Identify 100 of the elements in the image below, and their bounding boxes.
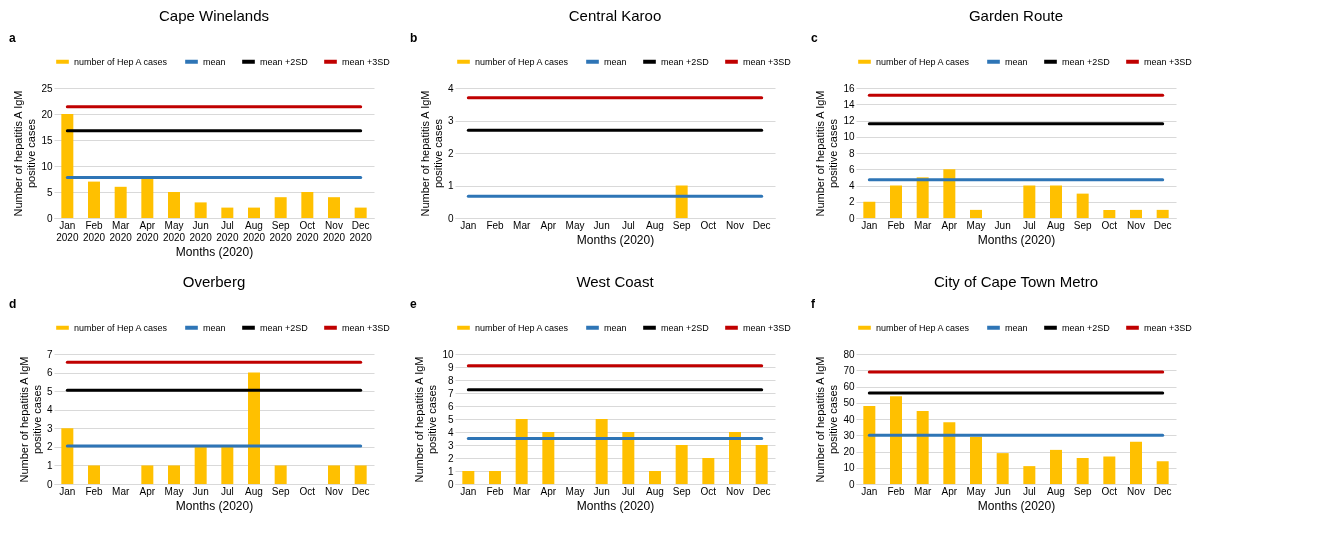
bar [1156,209,1169,218]
bar [1076,193,1089,218]
x-tick-label: May 2020 [162,219,186,243]
x-tick-label: Jun [192,485,209,497]
x-axis-title: Months (2020) [175,498,254,513]
bar [702,458,715,484]
x-tick-label: May [966,485,986,497]
y-tick-label: 1 [447,180,454,191]
legend-label: number of Hep A cases [475,322,569,333]
bar [248,207,260,218]
bar [1130,441,1142,484]
x-tick-label: Feb [887,485,906,497]
x-tick-label: Jan 2020 [56,219,79,243]
bar [729,432,741,484]
legend-label: mean [1005,322,1028,333]
bar [88,465,100,484]
legend-label: number of Hep A cases [876,56,970,67]
y-tick-label: 2 [848,196,855,208]
x-tick-label: Jul [621,485,635,497]
y-tick-label: 0 [46,478,53,490]
x-tick-label: Jun [593,485,610,497]
x-tick-label: Jun [593,219,610,231]
bar [970,436,982,484]
y-tick-label: 0 [447,212,454,224]
y-tick-label: 12 [843,115,855,126]
bar [61,428,74,484]
x-tick-label: May [966,219,986,231]
bar [1130,209,1142,218]
legend-label: number of Hep A cases [475,56,569,67]
bar [328,197,340,218]
x-tick-label: Aug [646,485,664,497]
bar [996,453,1009,484]
y-tick-label: 9 [447,361,454,373]
x-tick-label: Apr [540,485,557,497]
x-tick-label: Feb 2020 [82,219,106,243]
bar [274,197,287,218]
bar [221,207,234,218]
x-tick-label: Jun [994,219,1011,231]
bar [1156,461,1169,484]
x-tick-label: Oct [700,485,717,497]
x-tick-label: Nov [1127,485,1145,497]
y-tick-label: 6 [848,163,855,175]
x-tick-label: Jan [861,485,878,497]
x-tick-label: Mar [914,219,932,231]
bar [916,177,929,218]
x-tick-label: May [164,485,184,497]
x-tick-label: Sep [672,485,691,497]
y-axis-title: Number of hepatitis A IgM positive cases [17,356,43,483]
bar [354,207,367,218]
x-tick-label: Apr [139,485,156,497]
chart-title: Cape Winelands [158,7,270,24]
x-axis-title: Months (2020) [576,232,655,247]
x-tick-label: Aug [1047,485,1065,497]
y-tick-label: 14 [843,98,855,110]
y-tick-label: 3 [447,115,454,126]
y-tick-label: 0 [848,212,855,224]
bar [916,410,929,484]
bar [168,192,180,218]
bar [1103,209,1116,218]
bar [890,185,902,218]
y-tick-label: 4 [848,180,855,191]
x-tick-label: Oct 2020 [296,219,319,243]
legend-label: mean [203,56,226,67]
x-tick-label: Nov 2020 [322,219,346,243]
chart-title: West Coast [576,273,655,290]
y-tick-label: 60 [843,381,855,392]
bar [221,446,234,484]
bar [248,372,260,484]
legend-label: mean +3SD [743,322,792,333]
y-tick-label: 40 [843,413,855,425]
y-tick-label: 4 [46,404,53,416]
x-tick-label: Sep [672,219,691,231]
y-tick-label: 7 [46,348,53,360]
y-axis-title: Number of hepatitis A IgM positive cases [418,90,444,217]
x-tick-label: Dec [752,485,771,497]
x-tick-label: Apr [941,485,958,497]
y-tick-label: 3 [447,439,454,451]
bar [863,201,876,218]
x-tick-label: Jul [220,485,234,497]
x-tick-label: Jul [1022,219,1036,231]
text: a [9,31,16,45]
text: e [410,297,417,311]
chart-title: Garden Route [968,7,1064,24]
text: d [9,297,17,311]
x-tick-label: Oct [1101,485,1118,497]
bar [1023,466,1036,484]
bar [141,176,154,218]
legend-label: mean +2SD [661,56,710,67]
x-tick-label: Dec [1153,219,1172,231]
x-tick-label: Jul [621,219,635,231]
bar [194,446,207,484]
legend-label: mean [203,322,226,333]
y-tick-label: 6 [46,367,53,379]
bar [354,465,367,484]
y-axis-title: Number of hepatitis A IgM positive cases [814,356,840,483]
x-tick-label: Feb [85,485,104,497]
y-tick-label: 2 [447,452,454,464]
y-axis-title: Number of hepatitis A IgM positive cases [12,90,38,217]
text: b [410,31,418,45]
legend-label: mean +2SD [260,322,309,333]
